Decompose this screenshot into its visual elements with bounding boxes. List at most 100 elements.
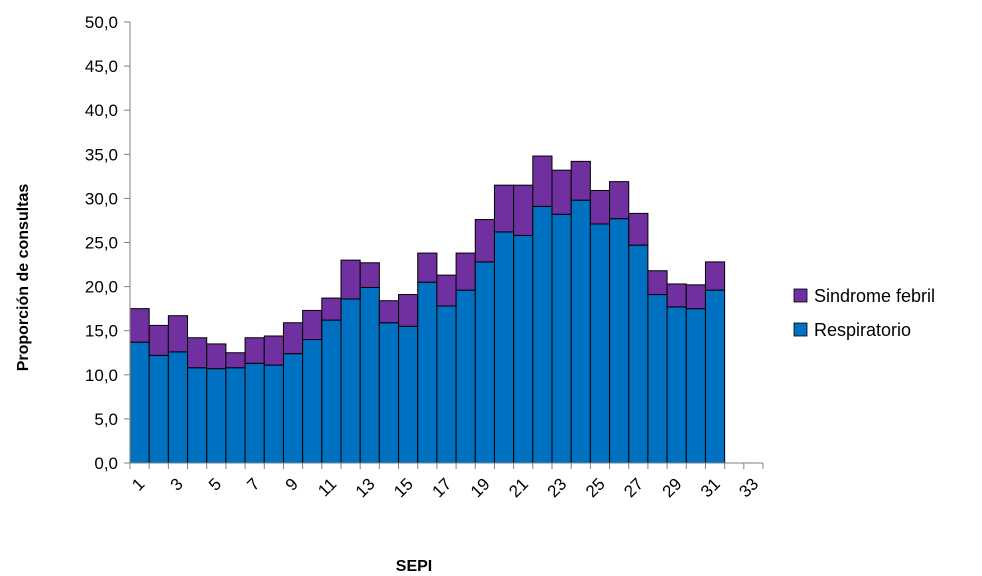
- x-tick-label: 15: [390, 474, 417, 501]
- x-tick-label: 1: [128, 474, 148, 494]
- bar-respiratorio-29: [666, 306, 687, 464]
- bar-sindrome-febril-15: [398, 294, 419, 327]
- y-tick-label: 40,0: [85, 101, 118, 120]
- bar-respiratorio-12: [340, 298, 361, 464]
- bar-respiratorio-16: [417, 281, 438, 464]
- bar-sindrome-febril-7: [244, 337, 265, 364]
- bar-respiratorio-9: [282, 353, 304, 464]
- bar-sindrome-febril-16: [417, 252, 438, 283]
- x-tick-label: 33: [735, 474, 762, 501]
- x-axis-title: SEPI: [396, 558, 432, 575]
- bar-respiratorio-6: [225, 367, 246, 464]
- bar-respiratorio-3: [167, 351, 189, 464]
- bar-respiratorio-18: [455, 289, 476, 464]
- y-tick-label: 5,0: [94, 410, 118, 429]
- bar-respiratorio-10: [302, 339, 323, 464]
- bar-sindrome-febril-30: [685, 284, 706, 310]
- bar-respiratorio-28: [647, 294, 668, 464]
- bar-sindrome-febril-14: [378, 300, 400, 324]
- bar-sindrome-febril-18: [455, 252, 476, 291]
- y-tick-label: 25,0: [85, 234, 118, 253]
- bar-sindrome-febril-13: [359, 262, 380, 288]
- legend: Sindrome febril Respiratorio: [793, 286, 935, 340]
- bar-respiratorio-11: [321, 319, 342, 464]
- x-tick-label: 17: [429, 474, 456, 501]
- y-tick-label: 10,0: [85, 366, 118, 385]
- bar-respiratorio-23: [551, 213, 572, 464]
- y-tick-label: 15,0: [85, 322, 118, 341]
- bar-sindrome-febril-20: [493, 184, 515, 233]
- bar-respiratorio-21: [513, 234, 534, 464]
- bar-respiratorio-2: [148, 354, 169, 464]
- x-tick-label: 19: [467, 474, 494, 501]
- bar-respiratorio-31: [704, 289, 726, 464]
- bar-sindrome-febril-29: [666, 283, 687, 308]
- bar-respiratorio-15: [398, 325, 419, 464]
- bar-respiratorio-22: [532, 205, 553, 464]
- bar-sindrome-febril-3: [167, 315, 189, 353]
- bar-sindrome-febril-28: [647, 270, 668, 296]
- bar-respiratorio-7: [244, 362, 265, 464]
- y-axis-title: Proporción de consultas: [15, 184, 32, 372]
- bar-respiratorio-5: [206, 368, 227, 464]
- x-tick-label: 31: [697, 474, 724, 501]
- bar-sindrome-febril-6: [225, 352, 246, 369]
- legend-swatch-sindrome-febril: [793, 288, 808, 303]
- y-tick-label: 35,0: [85, 145, 118, 164]
- bar-respiratorio-24: [570, 199, 591, 464]
- bar-respiratorio-13: [359, 286, 380, 464]
- bar-sindrome-febril-26: [609, 181, 630, 220]
- y-tick-label: 50,0: [85, 13, 118, 32]
- bar-sindrome-febril-22: [532, 155, 553, 207]
- bar-sindrome-febril-21: [513, 184, 534, 236]
- x-tick-label: 7: [243, 474, 263, 494]
- x-tick-label: 25: [582, 474, 609, 501]
- bar-sindrome-febril-25: [589, 189, 611, 225]
- bar-sindrome-febril-1: [129, 308, 150, 343]
- x-tick-label: 3: [167, 474, 187, 494]
- bar-sindrome-febril-11: [321, 297, 342, 321]
- x-tick-label: 11: [314, 474, 340, 500]
- bar-sindrome-febril-2: [148, 324, 169, 356]
- bar-respiratorio-4: [187, 367, 208, 464]
- bar-respiratorio-14: [378, 322, 400, 464]
- bar-respiratorio-8: [263, 364, 284, 464]
- bar-respiratorio-30: [685, 308, 706, 464]
- y-tick-label: 20,0: [85, 278, 118, 297]
- x-tick-label: 21: [505, 474, 532, 501]
- bar-sindrome-febril-19: [474, 219, 495, 263]
- bar-sindrome-febril-8: [263, 335, 284, 366]
- bar-sindrome-febril-27: [628, 212, 649, 246]
- bar-sindrome-febril-4: [187, 337, 208, 369]
- legend-label-respiratorio: Respiratorio: [814, 320, 911, 340]
- bar-respiratorio-27: [628, 244, 649, 464]
- bar-respiratorio-1: [129, 341, 150, 464]
- x-tick-label: 27: [620, 474, 647, 501]
- bar-sindrome-febril-10: [302, 309, 323, 341]
- bar-sindrome-febril-17: [436, 274, 457, 307]
- x-tick-label: 29: [659, 474, 686, 501]
- y-tick-label: 0,0: [94, 454, 118, 473]
- y-tick-label: 45,0: [85, 57, 118, 76]
- bar-sindrome-febril-12: [340, 259, 361, 300]
- axes: [124, 21, 764, 469]
- x-tick-label: 23: [544, 474, 571, 501]
- bars: [129, 155, 726, 464]
- bar-sindrome-febril-9: [282, 322, 304, 355]
- bar-respiratorio-19: [474, 261, 495, 464]
- bar-respiratorio-25: [589, 223, 611, 464]
- bar-respiratorio-20: [493, 231, 515, 464]
- legend-swatch-respiratorio: [793, 322, 808, 337]
- bar-sindrome-febril-5: [206, 343, 227, 370]
- bar-sindrome-febril-23: [551, 169, 572, 215]
- y-tick-label: 30,0: [85, 189, 118, 208]
- x-tick-label: 5: [205, 474, 225, 494]
- x-tick-label: 13: [352, 474, 379, 501]
- bar-sindrome-febril-24: [570, 160, 591, 201]
- bar-respiratorio-17: [436, 305, 457, 464]
- bar-sindrome-febril-31: [704, 261, 726, 291]
- legend-label-sindrome-febril: Sindrome febril: [814, 286, 935, 306]
- x-tick-label: 9: [282, 474, 302, 494]
